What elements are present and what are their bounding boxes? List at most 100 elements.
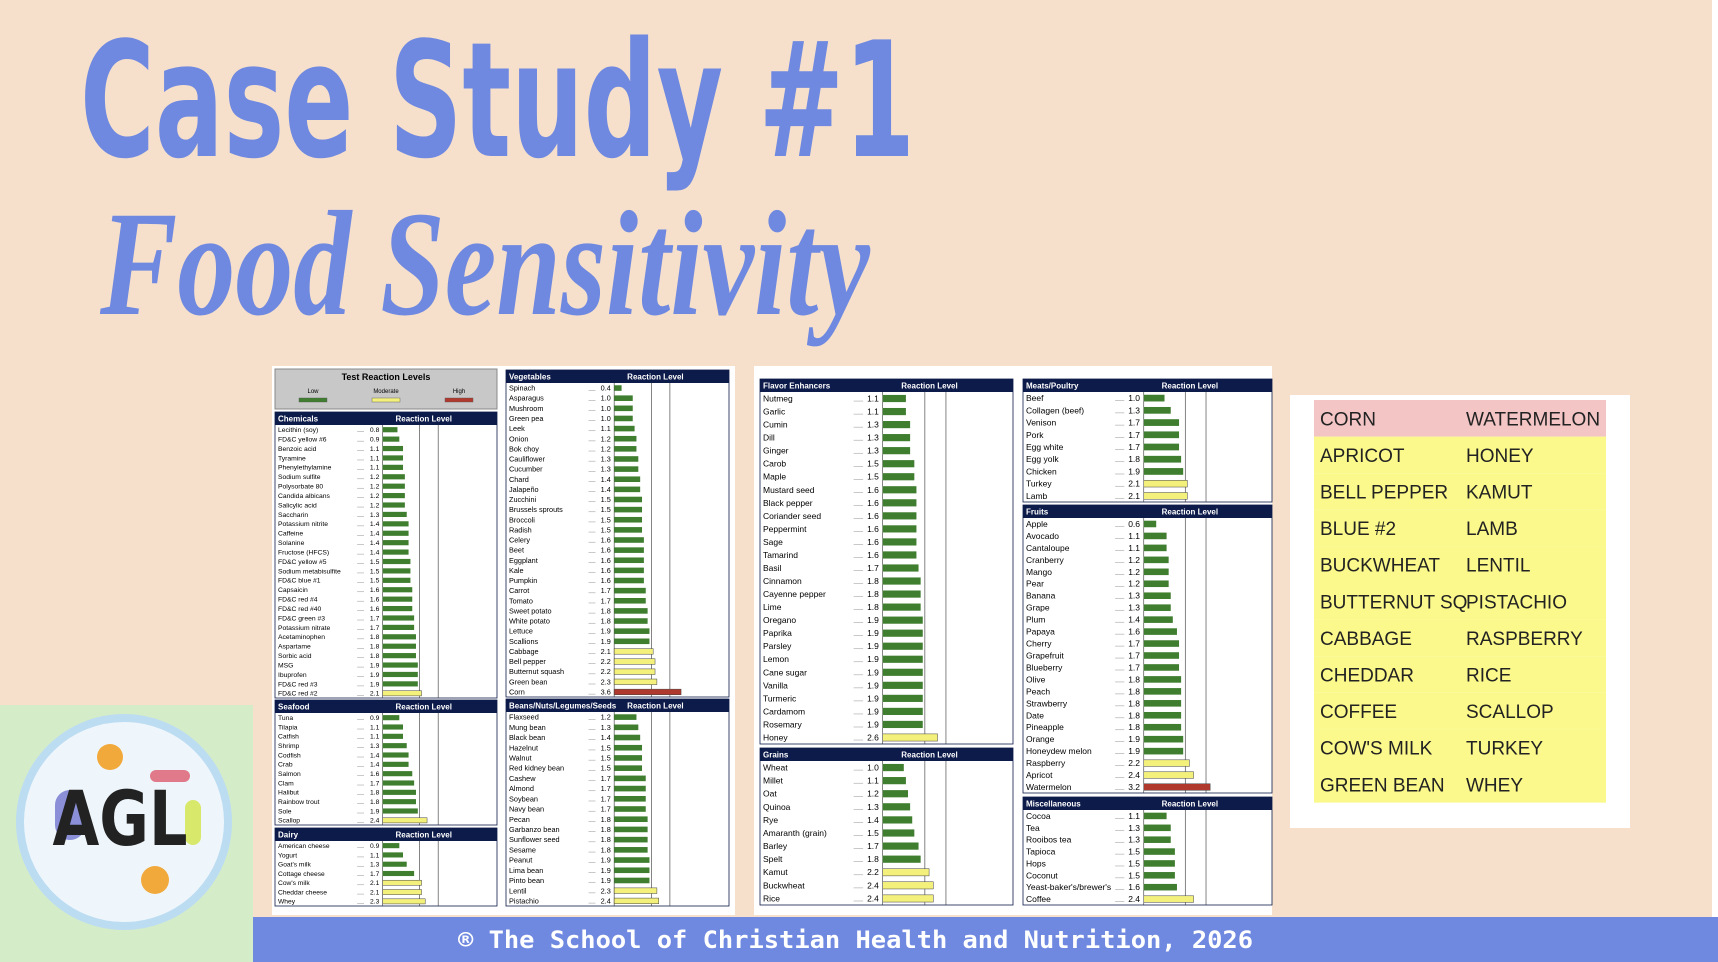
reaction-bar [614, 476, 641, 483]
food-value: 1.4 [370, 540, 380, 547]
food-name: Salicylic acid [278, 502, 317, 509]
food-value: 2.1 [370, 880, 380, 887]
food-value: 1.6 [370, 771, 380, 778]
food-name: Cabbage [509, 647, 539, 656]
food-value: 1.6 [1128, 627, 1140, 637]
reaction-bar [614, 547, 644, 553]
table-cell: WHEY [1466, 775, 1523, 796]
food-name: Cantaloupe [1026, 543, 1070, 553]
section-header-label: Reaction Level [1162, 508, 1218, 517]
food-name: Sodium sulfite [278, 474, 321, 481]
food-value: 1.4 [370, 762, 380, 769]
reaction-bar [614, 724, 639, 731]
food-name: Kamut [763, 867, 788, 877]
reaction-bar [382, 549, 409, 555]
food-value: 1.1 [370, 455, 380, 462]
food-name: Spinach [509, 384, 535, 393]
food-name: Oregano [763, 615, 796, 625]
table-cell: COW'S MILK [1320, 739, 1433, 760]
food-name: FD&C blue #1 [278, 578, 321, 585]
food-name: Tuna [278, 715, 293, 722]
table-cell: RICE [1466, 666, 1511, 687]
food-value: 1.7 [601, 805, 611, 814]
food-value: 1.9 [601, 856, 611, 865]
food-name: Cucumber [509, 465, 543, 474]
table-cell: BLUE #2 [1320, 519, 1396, 540]
reaction-bar [614, 577, 644, 584]
reaction-bar [614, 795, 646, 802]
food-name: Strawberry [1026, 698, 1068, 708]
reaction-bar [382, 889, 422, 895]
reaction-bar [882, 855, 921, 863]
food-value: 1.9 [867, 693, 879, 703]
food-name: Hazelnut [509, 743, 538, 752]
food-value: 2.3 [370, 899, 380, 906]
food-value: 1.0 [601, 394, 611, 403]
food-value: 1.6 [370, 597, 380, 604]
food-name: Date [1026, 710, 1044, 720]
food-name: Wheat [763, 763, 788, 773]
reaction-bar [614, 785, 646, 792]
section-title: Fruits [1026, 508, 1049, 517]
food-value: 1.3 [867, 802, 879, 812]
food-value: 1.5 [601, 764, 611, 773]
food-name: Grapefruit [1026, 650, 1064, 660]
food-name: Peach [1026, 686, 1050, 696]
food-value: 1.1 [370, 734, 380, 741]
food-value: 1.3 [1128, 603, 1140, 613]
section-title: Vegetables [509, 373, 551, 382]
reaction-bar [613, 678, 658, 685]
food-name: Caffeine [278, 531, 303, 538]
reaction-bar [882, 894, 934, 903]
food-value: 1.9 [867, 654, 879, 664]
food-value: 1.5 [601, 495, 611, 504]
table-row [1314, 436, 1606, 474]
footer-text: ® The School of Christian Health and Nut… [458, 926, 1253, 954]
reaction-bar [1143, 652, 1180, 659]
reaction-bar [1143, 783, 1211, 791]
reaction-bar [614, 857, 650, 863]
food-name: Eggplant [509, 556, 538, 565]
food-name: Coconut [1026, 870, 1058, 880]
food-name: Asparagus [509, 394, 544, 403]
reaction-bar [613, 897, 660, 904]
food-name: Lettuce [509, 627, 533, 636]
reaction-bar [1143, 860, 1175, 867]
reaction-bar [614, 385, 622, 391]
reaction-bar [882, 868, 930, 877]
food-name: Bell pepper [509, 657, 546, 666]
food-name: Tamarind [763, 550, 798, 560]
reaction-bar [1143, 468, 1184, 475]
section-header [1023, 797, 1272, 810]
reaction-bar [882, 881, 934, 890]
food-name: Pork [1026, 430, 1044, 440]
food-name: Radish [509, 525, 532, 534]
reaction-bar [1143, 406, 1171, 414]
section-header [1023, 379, 1272, 392]
food-value: 0.9 [370, 843, 380, 850]
reaction-bar [382, 464, 404, 470]
food-name: Cane sugar [763, 667, 807, 677]
logo-icon [150, 770, 190, 782]
reaction-bar [614, 506, 643, 513]
reaction-bar [882, 642, 923, 650]
reaction-bar [882, 473, 915, 481]
section-header-label: Reaction Level [901, 382, 957, 391]
section-title: Chemicals [278, 415, 319, 424]
reaction-bar [882, 707, 923, 715]
food-name: FD&C yellow #6 [278, 436, 327, 443]
food-name: Sweet potato [509, 606, 552, 615]
reaction-bar [382, 761, 409, 767]
food-value: 1.9 [601, 876, 611, 885]
food-value: 1.8 [601, 835, 611, 844]
food-name: Lamb [1026, 491, 1048, 501]
reaction-bar [614, 836, 648, 843]
reaction-bar [1143, 759, 1190, 767]
reaction-bar [382, 605, 413, 612]
food-value: 1.6 [867, 524, 879, 534]
reaction-bar [382, 436, 400, 442]
food-name: Phenylethylamine [278, 465, 332, 472]
reaction-bar [882, 499, 917, 507]
food-name: Beef [1026, 393, 1044, 403]
reaction-bar [614, 567, 644, 574]
